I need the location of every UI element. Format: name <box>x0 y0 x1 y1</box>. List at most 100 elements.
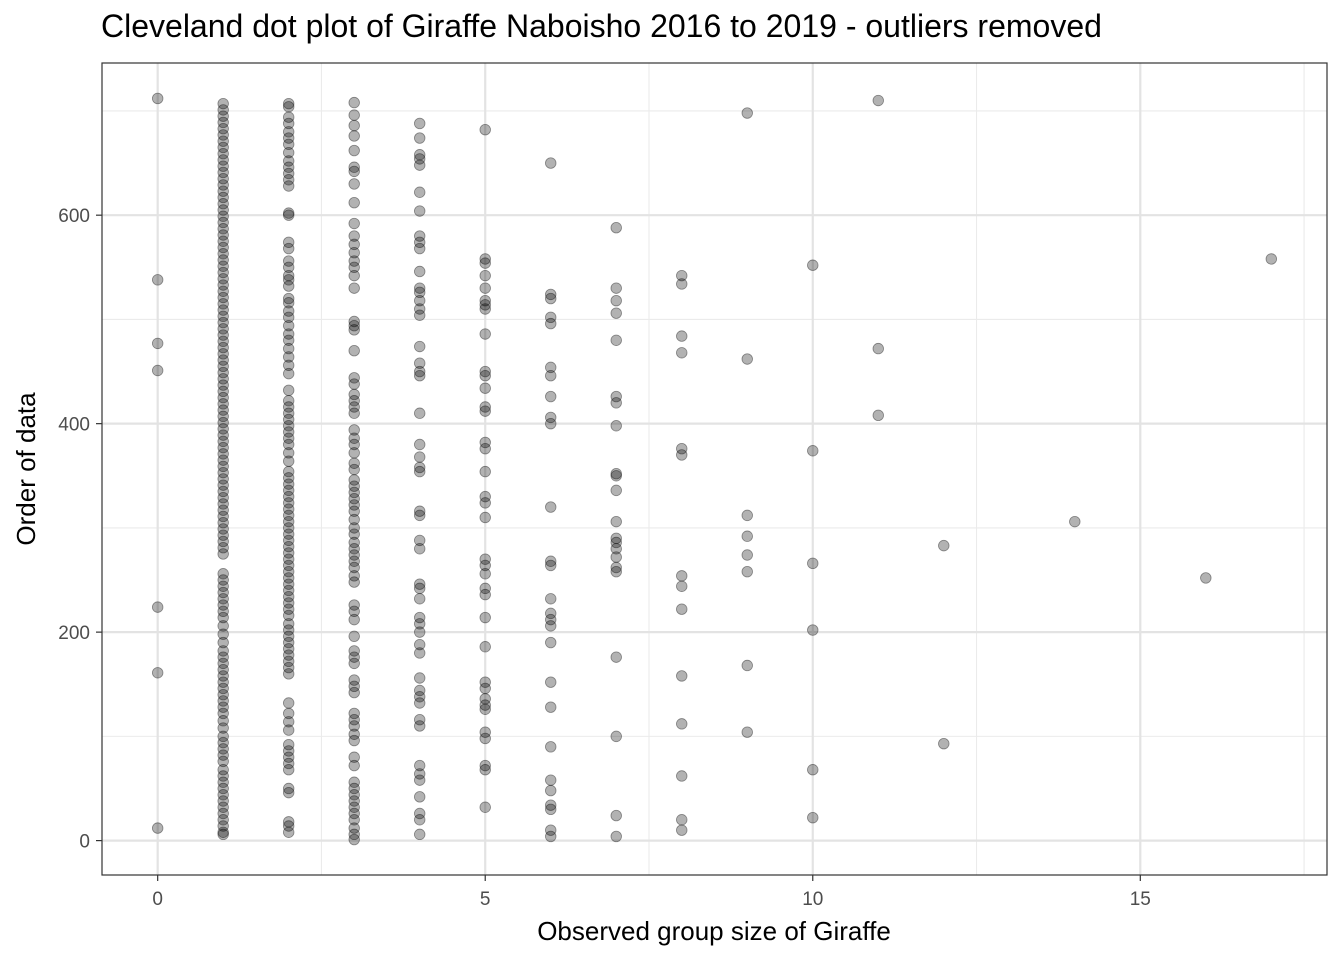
data-point <box>282 707 295 720</box>
data-point <box>282 716 295 728</box>
data-point <box>282 132 295 144</box>
data-point <box>217 147 229 160</box>
data-point <box>414 282 426 294</box>
data-point <box>282 618 295 630</box>
data-point <box>282 668 295 680</box>
data-point <box>348 432 360 444</box>
data-point <box>217 310 229 322</box>
data-point <box>217 645 229 657</box>
data-point <box>414 684 426 697</box>
data-point <box>348 720 360 732</box>
data-point <box>414 713 426 726</box>
data-point <box>414 618 426 630</box>
data-point <box>282 438 295 451</box>
data-point <box>414 791 426 803</box>
data-point <box>217 241 229 254</box>
data-point <box>217 473 229 485</box>
data-point <box>217 141 229 154</box>
data-point <box>217 129 229 141</box>
data-point <box>348 130 360 142</box>
data-point <box>479 582 491 595</box>
data-point <box>545 390 557 403</box>
data-point <box>217 801 229 813</box>
data-point <box>348 657 360 670</box>
data-point <box>479 764 491 776</box>
data-point <box>217 366 229 379</box>
data-point <box>282 559 295 572</box>
data-point <box>545 799 557 811</box>
data-point <box>217 329 229 341</box>
data-point <box>217 229 229 241</box>
data-point <box>348 807 360 820</box>
data-point <box>414 582 426 595</box>
data-point <box>479 703 491 715</box>
data-point <box>414 230 426 242</box>
data-point <box>348 474 360 486</box>
data-point <box>545 411 557 424</box>
data-point <box>414 242 426 255</box>
data-point <box>217 466 229 479</box>
data-point <box>741 353 753 365</box>
data-point <box>414 438 426 451</box>
data-point <box>348 319 360 332</box>
data-point <box>479 732 491 745</box>
data-point <box>282 447 295 459</box>
data-point <box>741 509 753 522</box>
data-point <box>217 298 229 310</box>
data-point <box>217 179 229 191</box>
data-point <box>282 305 295 317</box>
data-point <box>217 574 229 586</box>
data-point <box>282 292 295 305</box>
data-point <box>217 373 229 385</box>
data-point <box>676 269 688 282</box>
data-point <box>348 751 360 763</box>
data-point <box>217 154 229 166</box>
data-point <box>414 117 426 130</box>
data-point <box>479 382 491 394</box>
data-point <box>282 334 295 346</box>
data-point <box>217 688 229 701</box>
data-point <box>282 351 295 363</box>
data-point <box>545 292 557 305</box>
data-point <box>610 294 622 307</box>
data-point <box>217 441 229 454</box>
data-point <box>282 751 295 763</box>
data-point <box>217 279 229 291</box>
data-point <box>610 467 622 480</box>
data-point <box>348 536 360 549</box>
x-tick-label: 15 <box>1130 889 1151 910</box>
data-point <box>282 649 295 661</box>
data-point <box>741 549 753 561</box>
data-point <box>217 611 229 624</box>
data-point <box>217 479 229 491</box>
data-point <box>282 826 295 838</box>
data-point <box>217 116 229 129</box>
y-tick-label: 0 <box>79 832 90 853</box>
data-point <box>545 636 557 649</box>
data-point <box>282 724 295 736</box>
x-axis-ticks: 0 5 10 15 <box>152 875 1151 910</box>
data-point <box>217 97 229 110</box>
data-point <box>676 580 688 592</box>
data-point <box>545 676 557 688</box>
data-point <box>807 557 819 570</box>
data-point <box>282 782 295 795</box>
data-point <box>479 257 491 269</box>
data-point <box>282 207 295 219</box>
data-point <box>348 230 360 242</box>
data-point <box>414 365 426 378</box>
data-point <box>676 330 688 342</box>
data-point <box>610 551 622 563</box>
data-point <box>414 611 426 624</box>
data-point <box>610 515 622 528</box>
data-point <box>348 282 360 294</box>
data-point <box>217 404 229 416</box>
data-point <box>414 759 426 772</box>
data-point <box>217 605 229 617</box>
data-point <box>282 311 295 324</box>
data-point <box>348 269 360 282</box>
data-point <box>676 824 688 836</box>
data-point <box>282 413 295 426</box>
data-point <box>217 628 229 640</box>
data-point <box>282 255 295 267</box>
